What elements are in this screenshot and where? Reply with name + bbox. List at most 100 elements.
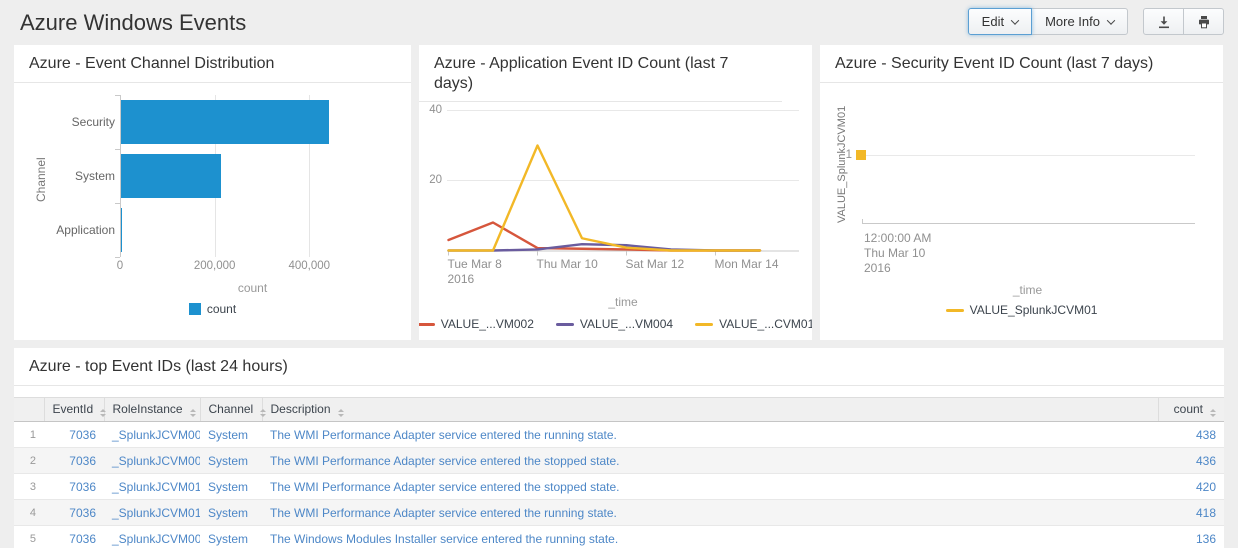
col-header-count[interactable]: count bbox=[1157, 396, 1224, 422]
more-info-button[interactable]: More Info bbox=[1031, 8, 1128, 35]
bar-system[interactable] bbox=[121, 154, 222, 198]
col-header-eventid[interactable]: EventId bbox=[43, 396, 107, 422]
legend-item[interactable]: VALUE_...CVM01 bbox=[695, 317, 812, 331]
row-number: 1 bbox=[14, 421, 44, 448]
bar-security[interactable] bbox=[121, 100, 330, 144]
legend-item[interactable]: VALUE_...VM002 bbox=[419, 317, 534, 331]
edit-button[interactable]: Edit bbox=[967, 8, 1033, 35]
col-header-label: RoleInstance bbox=[112, 401, 183, 416]
cell-eventid[interactable]: 7036 bbox=[44, 499, 104, 526]
cell-description[interactable]: The WMI Performance Adapter service ente… bbox=[262, 499, 1158, 526]
col-header-roleinstance[interactable]: RoleInstance bbox=[103, 396, 200, 422]
legend-swatch bbox=[945, 308, 964, 312]
table-row: 5 7036 _SplunkJCVM002 System The Windows Mod… bbox=[14, 525, 1224, 548]
table-row: 3 7036 _SplunkJCVM01 System The WMI Performa… bbox=[14, 473, 1224, 500]
sort-icon bbox=[337, 408, 344, 417]
col-header-description[interactable]: Description bbox=[261, 396, 1158, 422]
x-axis-label: count bbox=[237, 281, 268, 295]
cell-count[interactable]: 418 bbox=[1158, 499, 1224, 526]
cell-eventid[interactable]: 7036 bbox=[44, 525, 104, 548]
cell-channel[interactable]: System bbox=[200, 525, 262, 548]
panel-title: Azure - Event Channel Distribution bbox=[14, 45, 411, 83]
print-button[interactable] bbox=[1183, 8, 1224, 35]
cell-channel[interactable]: System bbox=[200, 499, 262, 526]
sort-up-arrow bbox=[260, 408, 267, 412]
cell-roleinstance[interactable]: _SplunkJCVM002 bbox=[104, 525, 200, 548]
legend-swatch bbox=[419, 322, 435, 326]
cell-eventid[interactable]: 7036 bbox=[44, 421, 104, 448]
cell-count[interactable]: 136 bbox=[1158, 525, 1224, 548]
cell-description[interactable]: The WMI Performance Adapter service ente… bbox=[262, 473, 1158, 500]
sort-icon bbox=[260, 408, 267, 417]
col-header-label: EventId bbox=[52, 401, 94, 416]
cell-description[interactable]: The Windows Modules Installer service en… bbox=[262, 525, 1158, 548]
cell-roleinstance[interactable]: _SplunkJCVM002 bbox=[104, 421, 200, 448]
axis-tick bbox=[115, 95, 120, 96]
legend-item[interactable]: count bbox=[188, 302, 237, 316]
legend-item[interactable]: VALUE_...VM004 bbox=[555, 317, 673, 331]
cell-description[interactable]: The WMI Performance Adapter service ente… bbox=[262, 421, 1158, 448]
col-header-channel[interactable]: Channel bbox=[199, 396, 267, 422]
row-number: 4 bbox=[14, 499, 44, 526]
sort-down-arrow bbox=[260, 413, 267, 417]
dashboard-header: Azure Windows Events Edit More Info bbox=[0, 0, 1238, 45]
panel-title: Azure - Application Event ID Count (last… bbox=[419, 45, 782, 103]
legend-item[interactable]: VALUE_SplunkJCVM01 bbox=[945, 303, 1097, 317]
series-VALUE_...CVM01[interactable] bbox=[447, 144, 762, 252]
x-tick-label: 400,000 bbox=[288, 260, 331, 272]
sort-down-arrow bbox=[1210, 413, 1216, 417]
bar-chart-category-labels: Security System Application bbox=[14, 45, 115, 340]
cell-count[interactable]: 420 bbox=[1158, 473, 1224, 500]
chevron-down-icon bbox=[1010, 15, 1020, 25]
cell-channel[interactable]: System bbox=[200, 421, 262, 448]
col-header-label: count bbox=[1173, 401, 1203, 416]
bar-chart bbox=[115, 95, 385, 258]
cell-count[interactable]: 436 bbox=[1158, 447, 1224, 474]
gridline bbox=[120, 95, 121, 257]
cell-eventid[interactable]: 7036 bbox=[44, 447, 104, 474]
export-button-group bbox=[1143, 8, 1224, 35]
y-axis-label: VALUE_SplunkJCVM01 bbox=[836, 105, 848, 224]
legend-label: count bbox=[206, 302, 237, 316]
panel-event-channel-distribution: Azure - Event Channel Distribution Chann… bbox=[14, 45, 411, 340]
x-tick-line: Thu Mar 10 bbox=[864, 246, 926, 260]
cell-channel[interactable]: System bbox=[200, 473, 262, 500]
cell-count[interactable]: 438 bbox=[1158, 421, 1224, 448]
cell-roleinstance[interactable]: _SplunkJCVM01 bbox=[104, 499, 200, 526]
sort-icon bbox=[189, 408, 196, 417]
sort-up-arrow bbox=[189, 408, 196, 412]
legend-label: VALUE_...CVM01 bbox=[719, 317, 812, 331]
y-tick-label: 20 bbox=[429, 173, 442, 186]
export-button[interactable] bbox=[1143, 8, 1184, 35]
data-point[interactable] bbox=[856, 150, 866, 160]
table-row: 2 7036 _SplunkJCVM002 System The WMI Perform… bbox=[14, 447, 1224, 474]
x-tick-line: 12:00:00 AM bbox=[864, 231, 932, 245]
table-header-row: EventId RoleInstance Channel Description cou… bbox=[14, 396, 1224, 422]
table-row: 1 7036 _SplunkJCVM002 System The WMI Perform… bbox=[14, 421, 1224, 448]
y-tick-label: 1 bbox=[845, 149, 852, 161]
axis-tick bbox=[115, 203, 120, 204]
sort-down-arrow bbox=[100, 413, 107, 417]
cell-roleinstance[interactable]: _SplunkJCVM002 bbox=[104, 447, 200, 474]
edit-button-group: Edit More Info bbox=[967, 8, 1128, 35]
cell-roleinstance[interactable]: _SplunkJCVM01 bbox=[104, 473, 200, 500]
edit-button-label: Edit bbox=[981, 14, 1005, 29]
line-chart bbox=[447, 110, 799, 256]
legend-label: VALUE_...VM002 bbox=[440, 317, 534, 331]
gridline bbox=[860, 155, 1195, 156]
panel-top-event-ids: Azure - top Event IDs (last 24 hours) Ev… bbox=[14, 348, 1224, 548]
events-table: EventId RoleInstance Channel Description cou… bbox=[14, 396, 1224, 548]
x-tick-label: Thu Mar 10 bbox=[537, 257, 598, 272]
sort-icon bbox=[100, 408, 107, 417]
cell-channel[interactable]: System bbox=[200, 447, 262, 474]
chevron-down-icon bbox=[1106, 15, 1116, 25]
chart-legend: VALUE_...VM002 VALUE_...VM004 VALUE_...CVM… bbox=[419, 317, 812, 331]
panel-title: Azure - Security Event ID Count (last 7 … bbox=[820, 45, 1223, 83]
chart-legend: count bbox=[14, 302, 411, 316]
sort-down-arrow bbox=[337, 413, 344, 417]
cell-description[interactable]: The WMI Performance Adapter service ente… bbox=[262, 447, 1158, 474]
x-tick-line: 2016 bbox=[864, 261, 891, 275]
sort-up-arrow bbox=[100, 408, 107, 412]
x-axis-label: _time bbox=[1012, 283, 1043, 297]
cell-eventid[interactable]: 7036 bbox=[44, 473, 104, 500]
